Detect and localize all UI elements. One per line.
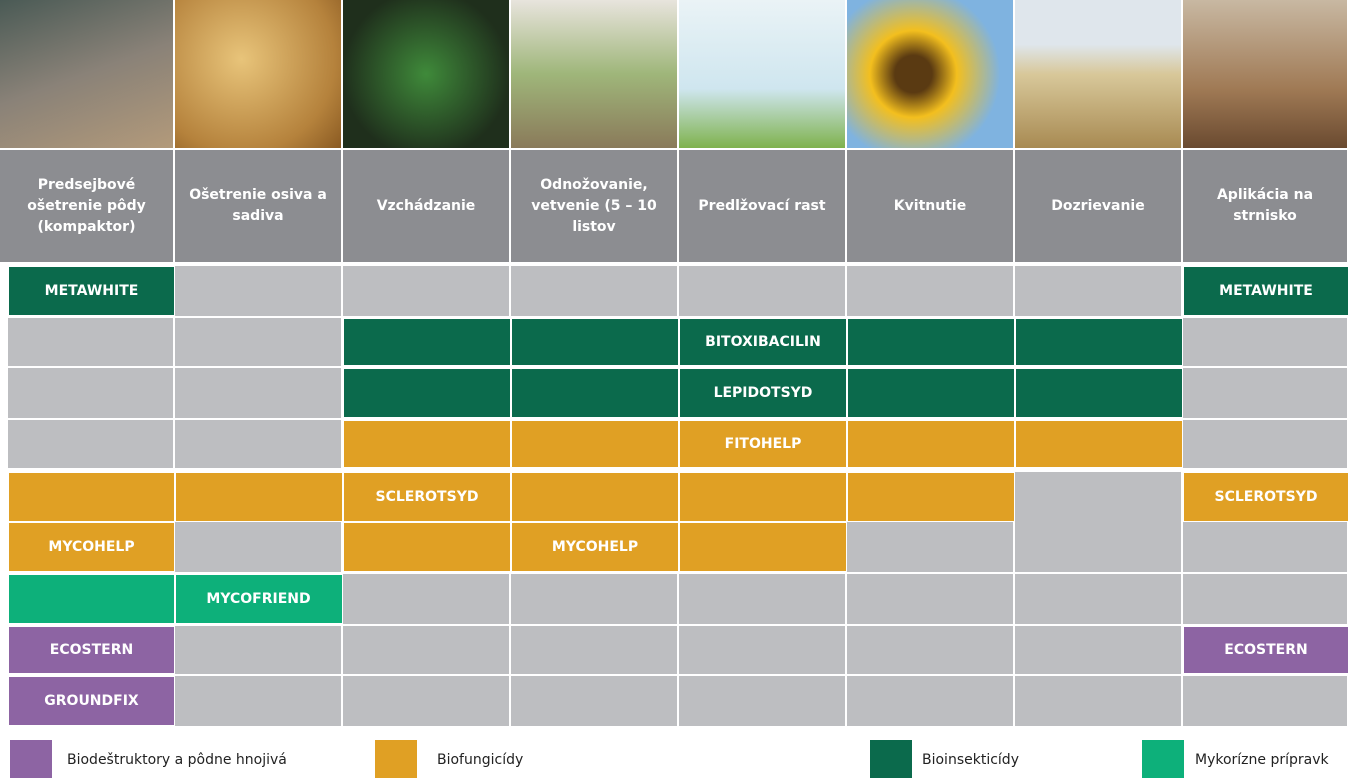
empty-cell xyxy=(175,368,343,418)
product-segment xyxy=(8,472,175,522)
product-segment xyxy=(679,472,847,522)
empty-cell xyxy=(1015,266,1183,316)
product-segment xyxy=(847,472,1015,522)
empty-cell xyxy=(511,626,679,674)
legend-label: Mykorízne prípravk xyxy=(1195,752,1329,768)
empty-cell xyxy=(1183,420,1349,468)
product-segment xyxy=(343,522,511,572)
product-segment xyxy=(343,420,511,468)
product-segment xyxy=(511,318,679,366)
product-segment xyxy=(511,472,679,522)
product-label: ECOSTERN xyxy=(1183,626,1349,674)
stage-photo xyxy=(1183,0,1347,148)
stage-photo xyxy=(343,0,509,148)
empty-cell xyxy=(1015,626,1183,674)
empty-cell xyxy=(175,420,343,468)
product-label: METAWHITE xyxy=(8,266,175,316)
stage-photo xyxy=(679,0,845,148)
legend-label: Biodeštruktory a pôdne hnojivá xyxy=(67,752,287,768)
empty-cell xyxy=(8,368,175,418)
product-segment xyxy=(1015,420,1183,468)
empty-cell xyxy=(847,522,1015,572)
product-segment xyxy=(1015,368,1183,418)
empty-cell xyxy=(175,266,343,316)
product-label: MYCOFRIEND xyxy=(175,574,342,624)
empty-cell xyxy=(8,318,175,366)
empty-cell xyxy=(343,574,511,624)
empty-cell xyxy=(511,574,679,624)
product-segment xyxy=(511,368,679,418)
empty-cell xyxy=(8,420,175,468)
product-segment xyxy=(175,472,343,522)
product-segment xyxy=(343,318,511,366)
empty-cell xyxy=(1183,522,1349,572)
empty-cell xyxy=(1183,574,1349,624)
product-label: MYCOHELP xyxy=(511,522,679,572)
empty-cell xyxy=(1015,522,1183,572)
product-segment xyxy=(8,574,175,624)
product-segment xyxy=(343,368,511,418)
empty-cell xyxy=(847,626,1015,674)
stage-photo xyxy=(511,0,677,148)
product-segment xyxy=(1015,318,1183,366)
stage-photo xyxy=(1015,0,1181,148)
product-segment xyxy=(511,420,679,468)
empty-cell xyxy=(679,574,847,624)
product-label: FITOHELP xyxy=(679,420,847,468)
product-segment xyxy=(847,318,1015,366)
empty-cell xyxy=(343,676,511,726)
stage-header: Ošetrenie osiva a sadiva xyxy=(175,150,343,262)
stage-photo xyxy=(847,0,1013,148)
empty-cell xyxy=(1183,318,1349,366)
empty-cell xyxy=(847,676,1015,726)
empty-cell xyxy=(175,318,343,366)
product-label: MYCOHELP xyxy=(8,522,175,572)
empty-cell xyxy=(343,266,511,316)
product-label: GROUNDFIX xyxy=(8,676,175,726)
empty-cell xyxy=(175,676,343,726)
legend-label: Bioinsekticídy xyxy=(922,752,1019,768)
empty-cell xyxy=(1015,472,1183,522)
product-segment xyxy=(847,368,1015,418)
stage-header: Predsejbové ošetrenie pôdy (kompaktor) xyxy=(0,150,175,262)
page: {"header": {"stages": ["Predsejbové ošet… xyxy=(0,0,1349,778)
empty-cell xyxy=(1015,676,1183,726)
legend-label: Biofungicídy xyxy=(437,752,523,768)
legend-swatch xyxy=(10,740,52,778)
empty-cell xyxy=(679,626,847,674)
empty-cell xyxy=(511,676,679,726)
empty-cell xyxy=(511,266,679,316)
stage-header: Odnožovanie, vetvenie (5 – 10 listov xyxy=(511,150,679,262)
empty-cell xyxy=(1015,574,1183,624)
stage-header: Kvitnutie xyxy=(847,150,1015,262)
empty-cell xyxy=(343,626,511,674)
stage-header: Predlžovací rast xyxy=(679,150,847,262)
legend-swatch xyxy=(375,740,417,778)
stage-header: Vzchádzanie xyxy=(343,150,511,262)
empty-cell xyxy=(847,574,1015,624)
empty-cell xyxy=(1183,368,1349,418)
empty-cell xyxy=(1183,676,1349,726)
empty-cell xyxy=(679,676,847,726)
stage-header: Dozrievanie xyxy=(1015,150,1183,262)
product-label: BITOXIBACILIN xyxy=(679,318,847,366)
stage-header: Aplikácia na strnisko xyxy=(1183,150,1349,262)
product-segment xyxy=(679,522,847,572)
product-segment xyxy=(847,420,1015,468)
product-label: SCLEROTSYD xyxy=(1183,472,1349,522)
product-label: LEPIDOTSYD xyxy=(679,368,847,418)
product-label: METAWHITE xyxy=(1183,266,1349,316)
empty-cell xyxy=(847,266,1015,316)
empty-cell xyxy=(679,266,847,316)
legend-swatch xyxy=(1142,740,1184,778)
product-label: SCLEROTSYD xyxy=(343,472,511,522)
empty-cell xyxy=(175,522,343,572)
product-label: ECOSTERN xyxy=(8,626,175,674)
legend-swatch xyxy=(870,740,912,778)
empty-cell xyxy=(175,626,343,674)
stage-photo xyxy=(175,0,341,148)
stage-photo xyxy=(0,0,173,148)
